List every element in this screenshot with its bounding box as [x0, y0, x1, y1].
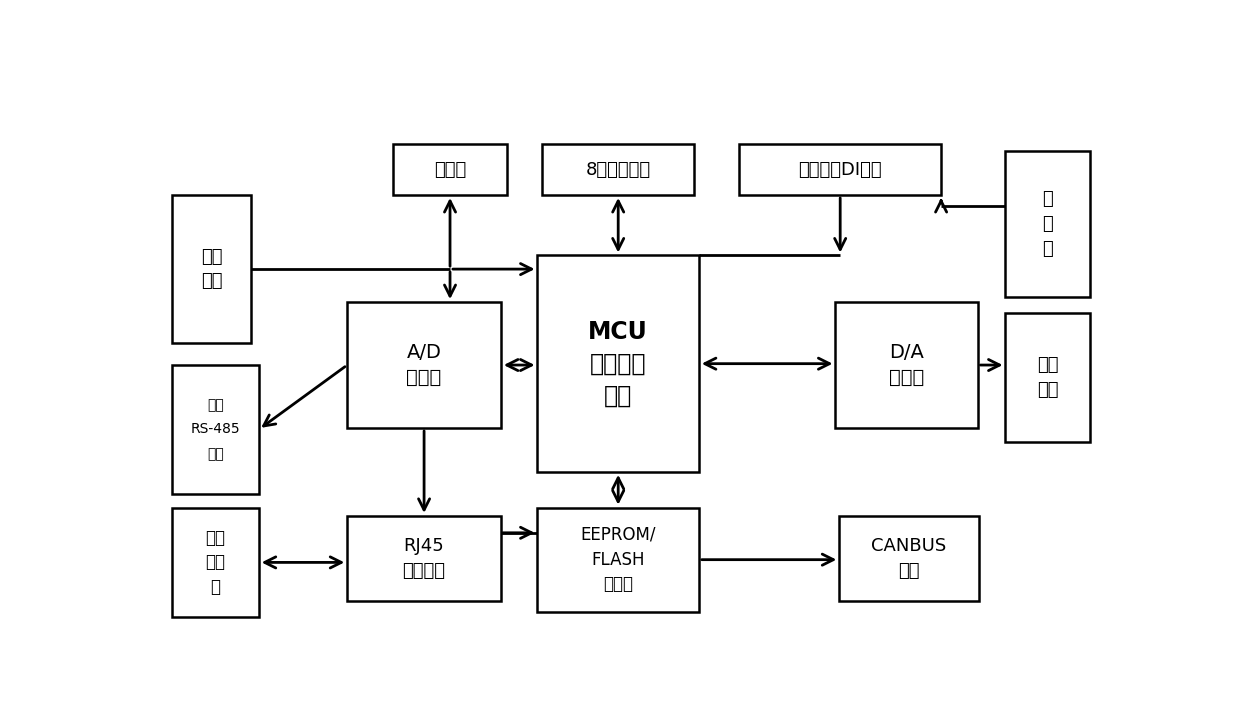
FancyBboxPatch shape [172, 195, 250, 343]
FancyBboxPatch shape [393, 144, 507, 195]
Text: 指: 指 [1043, 190, 1053, 208]
Text: 转换器: 转换器 [407, 368, 441, 387]
FancyBboxPatch shape [1006, 151, 1090, 296]
Text: 以太网口: 以太网口 [403, 562, 445, 580]
Text: 调试: 调试 [206, 529, 226, 547]
Text: 单元: 单元 [604, 384, 632, 407]
FancyBboxPatch shape [1006, 313, 1090, 441]
Text: FLASH: FLASH [591, 550, 645, 569]
FancyBboxPatch shape [347, 302, 501, 428]
Text: D/A: D/A [889, 343, 924, 362]
Text: RJ45: RJ45 [404, 537, 444, 555]
Text: 8位拨码开关: 8位拨码开关 [585, 161, 651, 179]
Text: 口: 口 [211, 578, 221, 596]
FancyBboxPatch shape [537, 508, 699, 612]
Text: 音频: 音频 [201, 248, 222, 266]
Text: 音频: 音频 [1037, 356, 1059, 374]
FancyBboxPatch shape [537, 256, 699, 472]
Text: 通讯: 通讯 [207, 398, 224, 412]
FancyBboxPatch shape [172, 508, 259, 617]
Text: 输出: 输出 [1037, 381, 1059, 399]
Text: 接口: 接口 [207, 447, 224, 461]
FancyBboxPatch shape [347, 515, 501, 601]
Text: 串口: 串口 [898, 562, 920, 580]
FancyBboxPatch shape [836, 302, 977, 428]
FancyBboxPatch shape [739, 144, 941, 195]
Text: 下载: 下载 [206, 553, 226, 572]
Text: 数码管: 数码管 [434, 161, 466, 179]
Text: CANBUS: CANBUS [872, 537, 946, 555]
Text: RS-485: RS-485 [191, 422, 241, 436]
FancyBboxPatch shape [542, 144, 694, 195]
Text: MCU: MCU [588, 320, 649, 344]
Text: 灯: 灯 [1043, 239, 1053, 258]
Text: 示: 示 [1043, 215, 1053, 233]
Text: A/D: A/D [407, 343, 441, 362]
Text: EEPROM/: EEPROM/ [580, 526, 656, 544]
Text: 转换器: 转换器 [889, 368, 924, 387]
Text: 中央处理: 中央处理 [590, 352, 646, 376]
FancyBboxPatch shape [839, 515, 978, 601]
Text: 存储器: 存储器 [603, 575, 634, 593]
Text: 光耦隔离DI输入: 光耦隔离DI输入 [799, 161, 882, 179]
Text: 输入: 输入 [201, 273, 222, 290]
FancyBboxPatch shape [172, 365, 259, 494]
